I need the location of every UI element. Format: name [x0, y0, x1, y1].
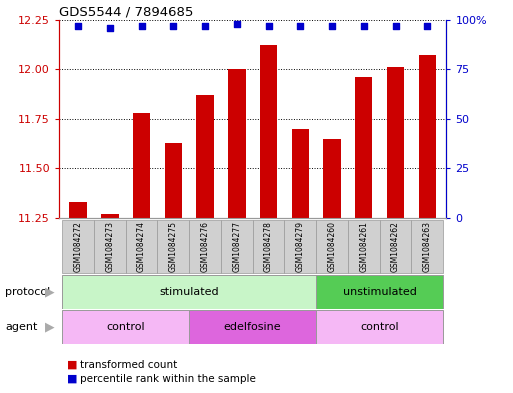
Text: ▶: ▶	[46, 321, 55, 334]
Bar	[260, 46, 277, 218]
Bar	[316, 220, 348, 273]
Text: GSM1084276: GSM1084276	[201, 221, 209, 272]
Text: GSM1084262: GSM1084262	[391, 221, 400, 272]
Point	[169, 22, 177, 29]
Bar	[189, 220, 221, 273]
Bar	[323, 139, 341, 218]
Text: percentile rank within the sample: percentile rank within the sample	[80, 374, 255, 384]
Point	[296, 22, 304, 29]
Bar	[221, 220, 253, 273]
Text: control: control	[106, 322, 145, 332]
Text: ■: ■	[67, 374, 77, 384]
Bar	[165, 143, 182, 218]
Bar	[133, 113, 150, 218]
Text: transformed count: transformed count	[80, 360, 177, 370]
Bar	[62, 310, 189, 344]
Text: edelfosine: edelfosine	[224, 322, 282, 332]
Text: GSM1084278: GSM1084278	[264, 221, 273, 272]
Bar	[126, 220, 157, 273]
Text: GDS5544 / 7894685: GDS5544 / 7894685	[59, 6, 193, 18]
Bar	[62, 220, 94, 273]
Text: ■: ■	[67, 360, 77, 370]
Text: protocol: protocol	[5, 287, 50, 297]
Text: GSM1084272: GSM1084272	[73, 221, 83, 272]
Bar	[387, 67, 404, 218]
Point	[423, 22, 431, 29]
Text: GSM1084277: GSM1084277	[232, 221, 241, 272]
Text: GSM1084263: GSM1084263	[423, 221, 432, 272]
Bar	[316, 310, 443, 344]
Bar	[284, 220, 316, 273]
Point	[201, 22, 209, 29]
Bar	[157, 220, 189, 273]
Point	[328, 22, 336, 29]
Point	[137, 22, 146, 29]
Point	[74, 22, 82, 29]
Text: ▶: ▶	[46, 285, 55, 298]
Bar	[196, 95, 214, 218]
Point	[233, 20, 241, 27]
Text: agent: agent	[5, 322, 37, 332]
Bar	[291, 129, 309, 218]
Text: control: control	[360, 322, 399, 332]
Point	[106, 24, 114, 31]
Point	[391, 22, 400, 29]
Text: GSM1084274: GSM1084274	[137, 221, 146, 272]
Point	[264, 22, 272, 29]
Bar	[419, 55, 436, 218]
Bar	[253, 220, 284, 273]
Text: GSM1084279: GSM1084279	[296, 221, 305, 272]
Bar	[355, 77, 372, 218]
Bar	[69, 202, 87, 218]
Bar	[380, 220, 411, 273]
Bar	[411, 220, 443, 273]
Text: GSM1084261: GSM1084261	[359, 221, 368, 272]
Text: stimulated: stimulated	[160, 287, 219, 297]
Bar	[101, 214, 119, 218]
Bar	[348, 220, 380, 273]
Bar	[62, 275, 316, 309]
Text: GSM1084275: GSM1084275	[169, 221, 178, 272]
Bar	[189, 310, 316, 344]
Text: GSM1084260: GSM1084260	[327, 221, 337, 272]
Bar	[94, 220, 126, 273]
Bar	[316, 275, 443, 309]
Bar	[228, 69, 246, 218]
Text: GSM1084273: GSM1084273	[105, 221, 114, 272]
Point	[360, 22, 368, 29]
Text: unstimulated: unstimulated	[343, 287, 417, 297]
